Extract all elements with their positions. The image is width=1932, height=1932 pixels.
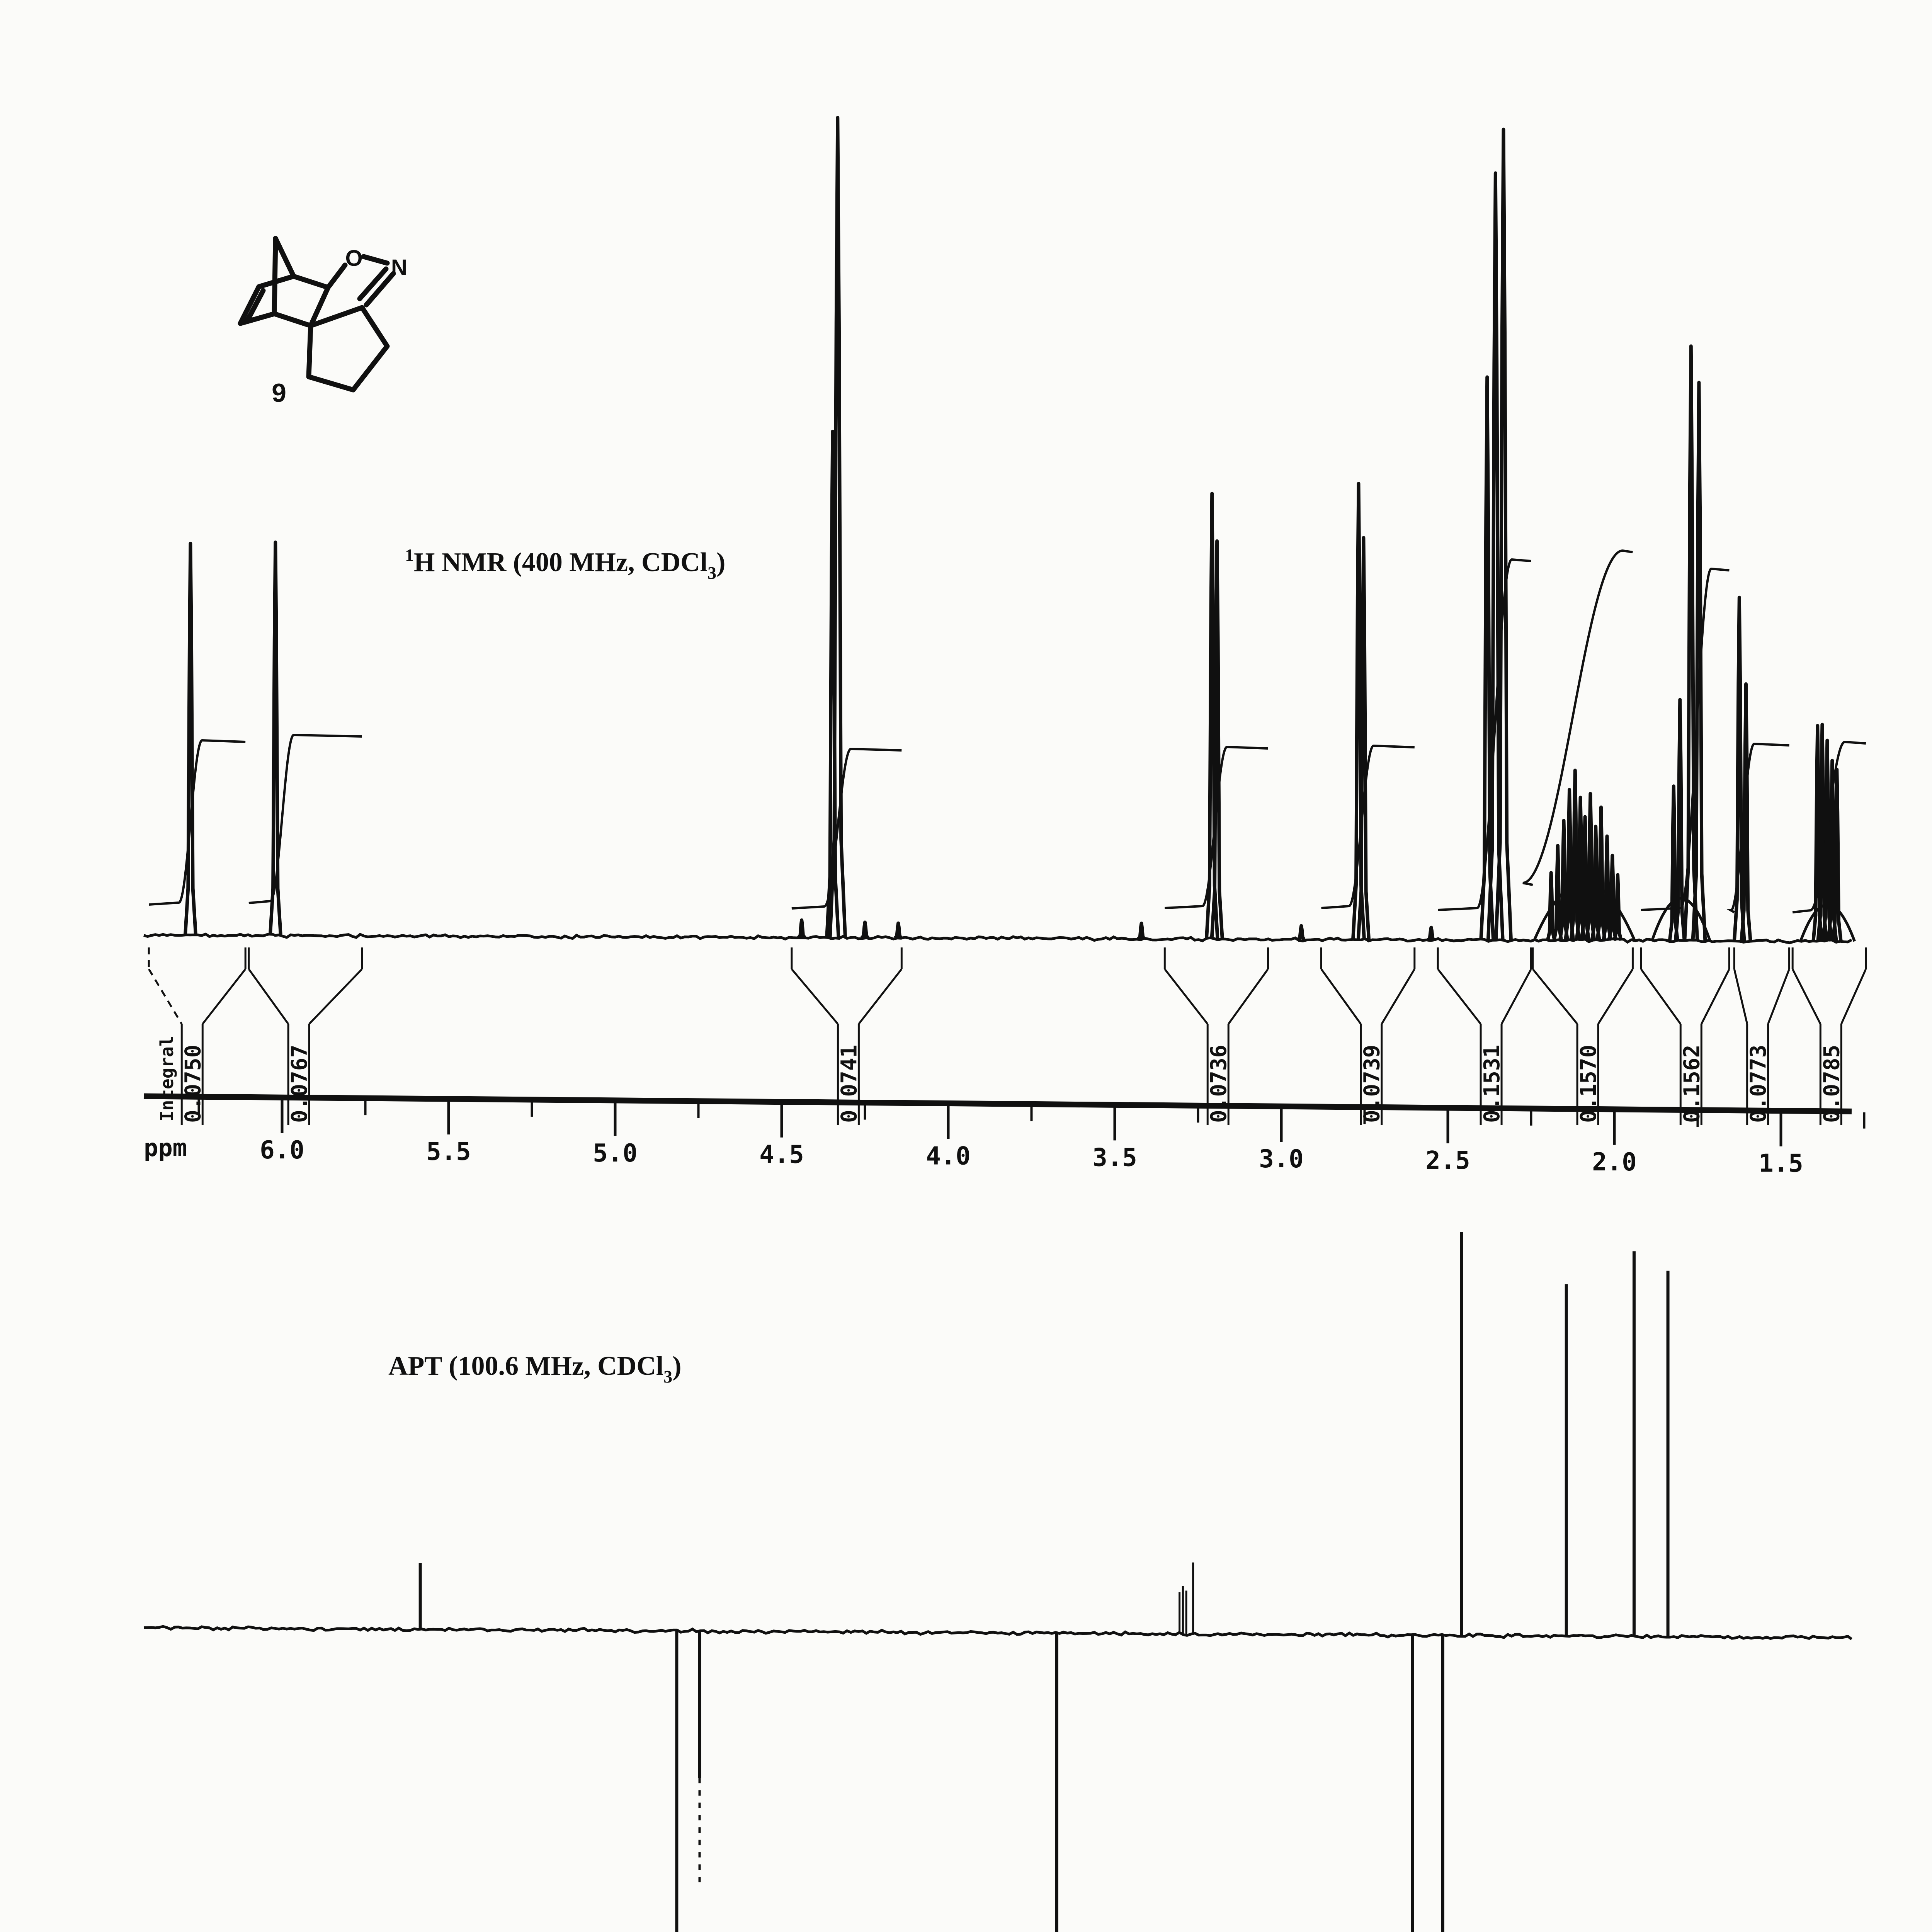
axis-line <box>143 1093 1852 1114</box>
h1-peak <box>1558 819 1570 941</box>
h1-integral-curve <box>791 747 902 910</box>
h1-axis-unit-label: ppm <box>144 1134 187 1162</box>
h1-integral-value: 0.0736 <box>1206 1045 1231 1123</box>
h1-integral-bracket-line <box>148 968 183 1025</box>
h1-integral-curve <box>1437 558 1531 911</box>
h1-integral-bracket-line <box>1500 968 1532 1025</box>
apt-spectrum: APT (100.6 MHz, CDCl3) 18016014012010080… <box>143 1232 1853 1932</box>
h1-peak <box>1691 381 1707 941</box>
h1-peak <box>1210 539 1224 939</box>
h1-title-close: ) <box>716 548 725 577</box>
h1-peak <box>1494 128 1513 940</box>
h1-spectrum: 1H NMR (400 MHz, CDCl3) 0.0750 0.0767 0.07… <box>143 116 1867 1178</box>
h1-peak <box>825 430 840 938</box>
h1-integral-curve <box>1792 740 1866 913</box>
molecule-bonds <box>238 236 396 393</box>
h1-title: 1H NMR (400 MHz, CDCl3) <box>405 545 725 583</box>
h1-integral-bracket-line <box>308 968 363 1025</box>
h1-peak <box>1607 854 1618 941</box>
h1-integral-bracket-line <box>1840 968 1867 1025</box>
h1-peak <box>1546 871 1556 941</box>
h1-integral-bracket-line <box>1532 968 1578 1025</box>
h1-integral-curves <box>149 549 1866 913</box>
molecule-structure <box>238 236 396 393</box>
h1-peak <box>1427 925 1436 941</box>
h1-peak <box>1673 698 1686 941</box>
apt-title-close: ) <box>672 1351 681 1381</box>
h1-title-main: H NMR (400 MHz, CDCl <box>414 548 707 577</box>
h1-peak <box>1552 844 1563 941</box>
axis-tick-label: 2.5 <box>1425 1146 1470 1175</box>
h1-integral-value: 0.0741 <box>837 1045 862 1123</box>
axis-tick-label: 5.0 <box>593 1139 638 1168</box>
h1-peak <box>1612 873 1623 941</box>
h1-peak <box>1831 767 1843 942</box>
h1-peak <box>1585 792 1596 941</box>
h1-integral-curve <box>248 733 362 904</box>
h1-peak <box>1595 805 1607 941</box>
axis-tick-label: 4.0 <box>926 1142 971 1171</box>
h1-integral-bracket-line <box>1597 968 1634 1025</box>
h1-integral-axis-label: Integral <box>156 1036 177 1121</box>
axis-tick-label: 5.5 <box>426 1138 471 1166</box>
axis-tick-label: 1.5 <box>1759 1150 1803 1178</box>
h1-integral-bracket-line <box>1228 968 1269 1025</box>
h1-axis: 6.0 5.5 5.0 4.5 4.0 3.5 3.0 2.5 2.0 1.5 <box>143 1093 1866 1178</box>
h1-peak <box>1137 922 1146 940</box>
h1-integral-bracket-line <box>248 968 289 1025</box>
h1-integral-curve <box>1522 549 1633 886</box>
h1-trace <box>143 116 1856 944</box>
h1-peak <box>1569 769 1581 941</box>
molecule-label: 9 <box>272 378 286 408</box>
atom-label-o: O <box>345 246 362 271</box>
h1-integral-value: 0.0739 <box>1360 1045 1385 1123</box>
axis-tick-label: 2.0 <box>1592 1148 1637 1177</box>
axis-tick-label: 3.5 <box>1092 1143 1137 1172</box>
h1-peak <box>894 921 903 939</box>
h1-peak <box>1732 595 1746 941</box>
h1-integral-bracket-line <box>202 968 247 1025</box>
h1-integral-bracket-line <box>1701 968 1730 1025</box>
h1-title-subscript: 3 <box>707 563 716 583</box>
axis-tick-label: 6.0 <box>260 1136 304 1165</box>
h1-peak <box>268 540 282 936</box>
h1-integral-curve <box>1165 745 1268 909</box>
apt-title-main: APT (100.6 MHz, CDCl <box>388 1351 663 1381</box>
h1-integral-bracket-line <box>1320 968 1362 1025</box>
h1-peak <box>1602 834 1612 941</box>
h1-peak <box>1740 682 1752 941</box>
apt-title: APT (100.6 MHz, CDCl3) <box>388 1351 682 1386</box>
h1-peak <box>828 116 847 938</box>
axis-tick-label: 3.0 <box>1259 1145 1304 1173</box>
h1-integral-curve <box>1726 742 1789 913</box>
h1-integral-value: 0.0767 <box>287 1045 312 1123</box>
h1-title-superscript: 1 <box>405 545 414 565</box>
h1-integral-bracket-line <box>1381 968 1415 1025</box>
h1-integral-curve <box>149 739 246 906</box>
h1-integral-value: 0.0750 <box>180 1045 206 1123</box>
h1-integral-curve <box>1641 567 1730 911</box>
h1-integral-bracket-line <box>1767 969 1790 1024</box>
h1-integral-curve <box>1321 744 1415 909</box>
apt-title-subscript: 3 <box>663 1367 672 1386</box>
apt-baseline-trace <box>143 1625 1853 1640</box>
h1-peak <box>1356 536 1371 940</box>
h1-peak <box>797 918 806 939</box>
atom-label-n: N <box>391 255 407 280</box>
h1-integral-bracket-line <box>1640 968 1682 1025</box>
h1-integral-bracket-line <box>1733 969 1748 1024</box>
h1-peak <box>861 920 869 939</box>
h1-integral-bracket-line <box>1164 968 1209 1025</box>
apt-trace <box>143 1232 1853 1932</box>
h1-integral-bracket-line <box>858 968 903 1025</box>
h1-peak <box>1564 788 1575 941</box>
h1-integral-bracket-line <box>1437 968 1482 1025</box>
h1-integral-bracket-line <box>791 968 839 1025</box>
h1-peak <box>1297 924 1306 941</box>
axis-tick-label: 4.5 <box>759 1141 804 1169</box>
h1-peak <box>183 541 197 935</box>
h1-integral-bracket-line <box>1791 968 1821 1025</box>
